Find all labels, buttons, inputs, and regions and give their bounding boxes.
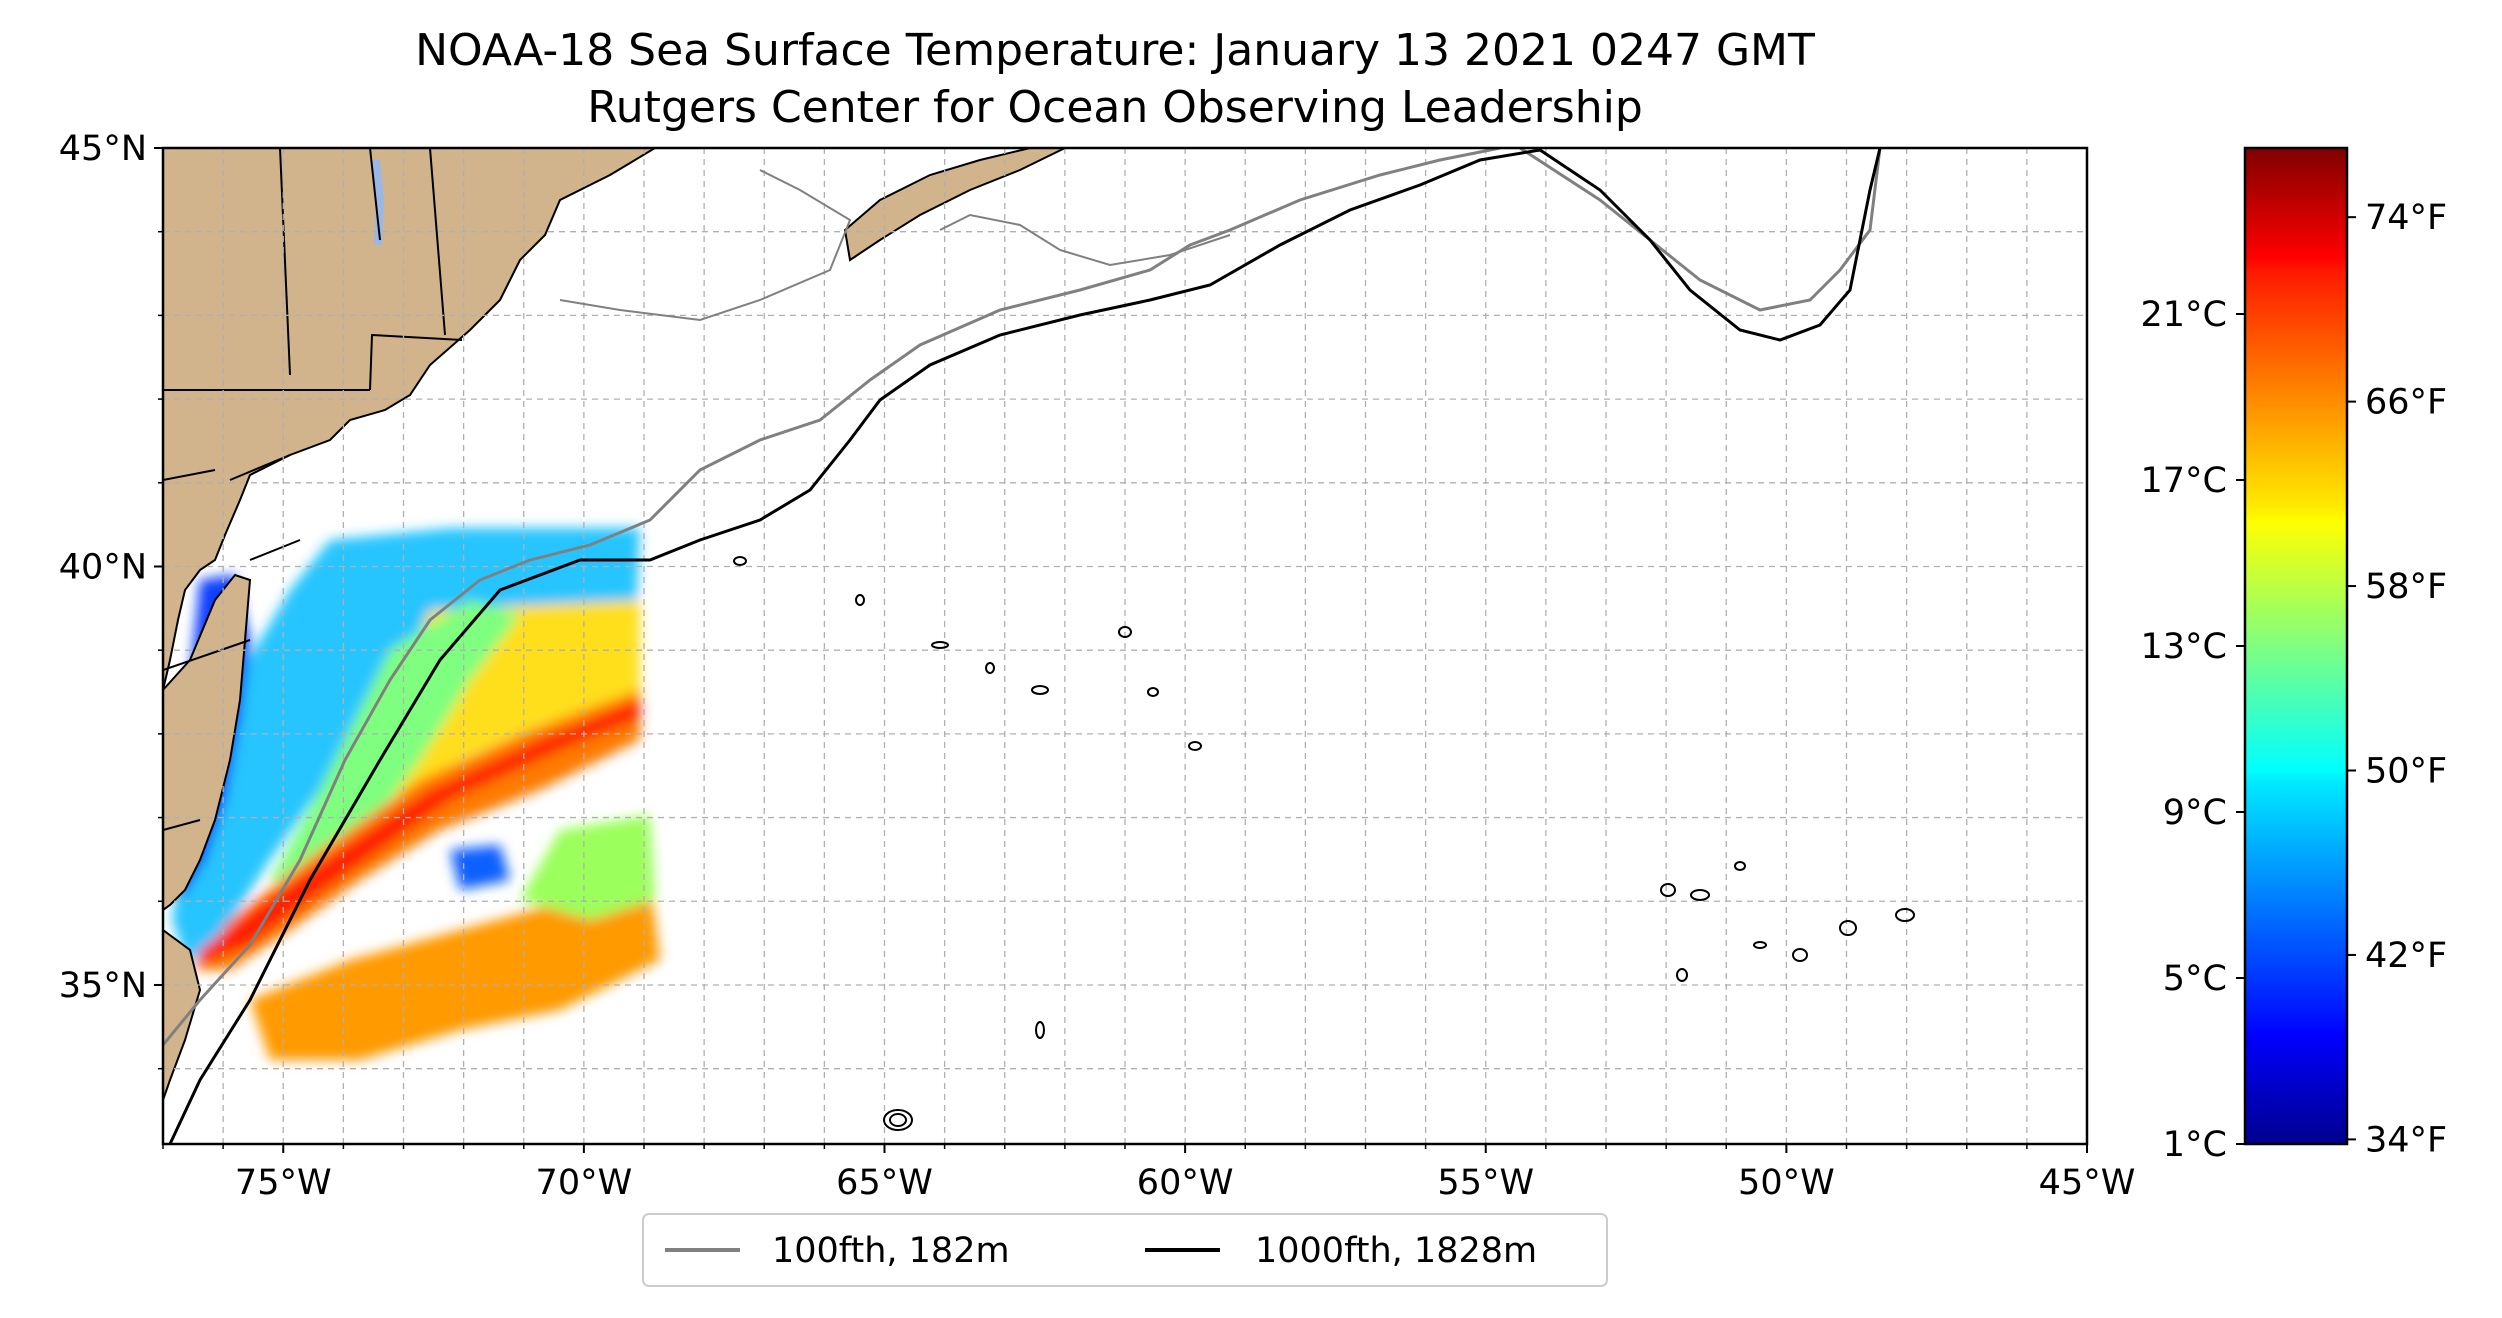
sst-gulfstream-core bbox=[198, 700, 640, 965]
isobath-100fth-gulf-of-maine bbox=[559, 169, 1231, 322]
land-nova-scotia bbox=[843, 148, 1066, 262]
land-delmarva bbox=[163, 573, 252, 912]
sst-south-patches bbox=[250, 880, 660, 1060]
x-tick-label: 50°W bbox=[1738, 1163, 1835, 1203]
x-axis-ticks: 75°W 70°W 65°W 60°W 55°W 50°W 45°W bbox=[162, 1144, 2136, 1203]
colorbar-c-tick-label: 13°C bbox=[2141, 627, 2227, 667]
x-tick-label: 55°W bbox=[1437, 1163, 1534, 1203]
title-line-1: NOAA-18 Sea Surface Temperature: January… bbox=[415, 25, 1815, 76]
colorbar-c-tick-label: 21°C bbox=[2141, 295, 2227, 335]
x-tick-label: 45°W bbox=[2039, 1163, 2136, 1203]
colorbar-f-tick-label: 34°F bbox=[2365, 1120, 2447, 1160]
state-borders bbox=[163, 148, 463, 831]
land-north-carolina bbox=[163, 928, 202, 1101]
legend: 100fth, 182m 1000fth, 1828m bbox=[642, 1213, 1608, 1287]
colorbar-c-tick-label: 17°C bbox=[2141, 461, 2227, 501]
colorbar-f-tick-label: 42°F bbox=[2365, 936, 2447, 976]
legend-label-1000fth: 1000fth, 1828m bbox=[1255, 1231, 1537, 1271]
colorbar-c-tick-label: 5°C bbox=[2163, 959, 2227, 999]
colorbar-f-tick-label: 58°F bbox=[2365, 567, 2447, 607]
colorbar-f-tick-label: 74°F bbox=[2365, 198, 2447, 238]
sst-south-blue bbox=[450, 845, 510, 890]
sst-green-band bbox=[270, 600, 520, 900]
land bbox=[163, 148, 1066, 1101]
x-tick-label: 65°W bbox=[836, 1163, 933, 1203]
y-tick-label: 45°N bbox=[59, 129, 147, 169]
y-tick-label: 35°N bbox=[59, 966, 147, 1006]
y-tick-label: 40°N bbox=[59, 547, 147, 587]
x-tick-label: 60°W bbox=[1137, 1163, 1234, 1203]
colorbar-celsius-ticks: 1°C 5°C 9°C 13°C 17°C 21°C bbox=[2141, 295, 2245, 1165]
seamounts bbox=[733, 556, 1915, 1131]
colorbar-c-tick-label: 9°C bbox=[2163, 793, 2227, 833]
colorbar-fahrenheit-ticks: 34°F 42°F 50°F 58°F 66°F 74°F bbox=[2347, 198, 2447, 1160]
map-panel bbox=[163, 148, 2087, 1144]
isobath-1000fth bbox=[168, 148, 1882, 1144]
x-tick-label: 75°W bbox=[235, 1163, 332, 1203]
colorbar: 1°C 5°C 9°C 13°C 17°C 21°C 34°F 42°F 50°F 58°F 66… bbox=[2141, 146, 2447, 1165]
legend-box bbox=[642, 1213, 1608, 1287]
colorbar-gradient bbox=[2243, 146, 2349, 1146]
colorbar-c-tick-label: 1°C bbox=[2163, 1125, 2227, 1165]
y-axis-ticks: 45°N 40°N 35°N bbox=[59, 129, 163, 1070]
title-line-2: Rutgers Center for Ocean Observing Leade… bbox=[587, 82, 1643, 133]
legend-label-100fth: 100fth, 182m bbox=[772, 1231, 1010, 1271]
colorbar-f-tick-label: 66°F bbox=[2365, 383, 2447, 423]
x-tick-label: 70°W bbox=[536, 1163, 633, 1203]
gridlines bbox=[163, 148, 2087, 1144]
sst-south-green bbox=[520, 815, 655, 920]
colorbar-f-tick-label: 50°F bbox=[2365, 752, 2447, 792]
